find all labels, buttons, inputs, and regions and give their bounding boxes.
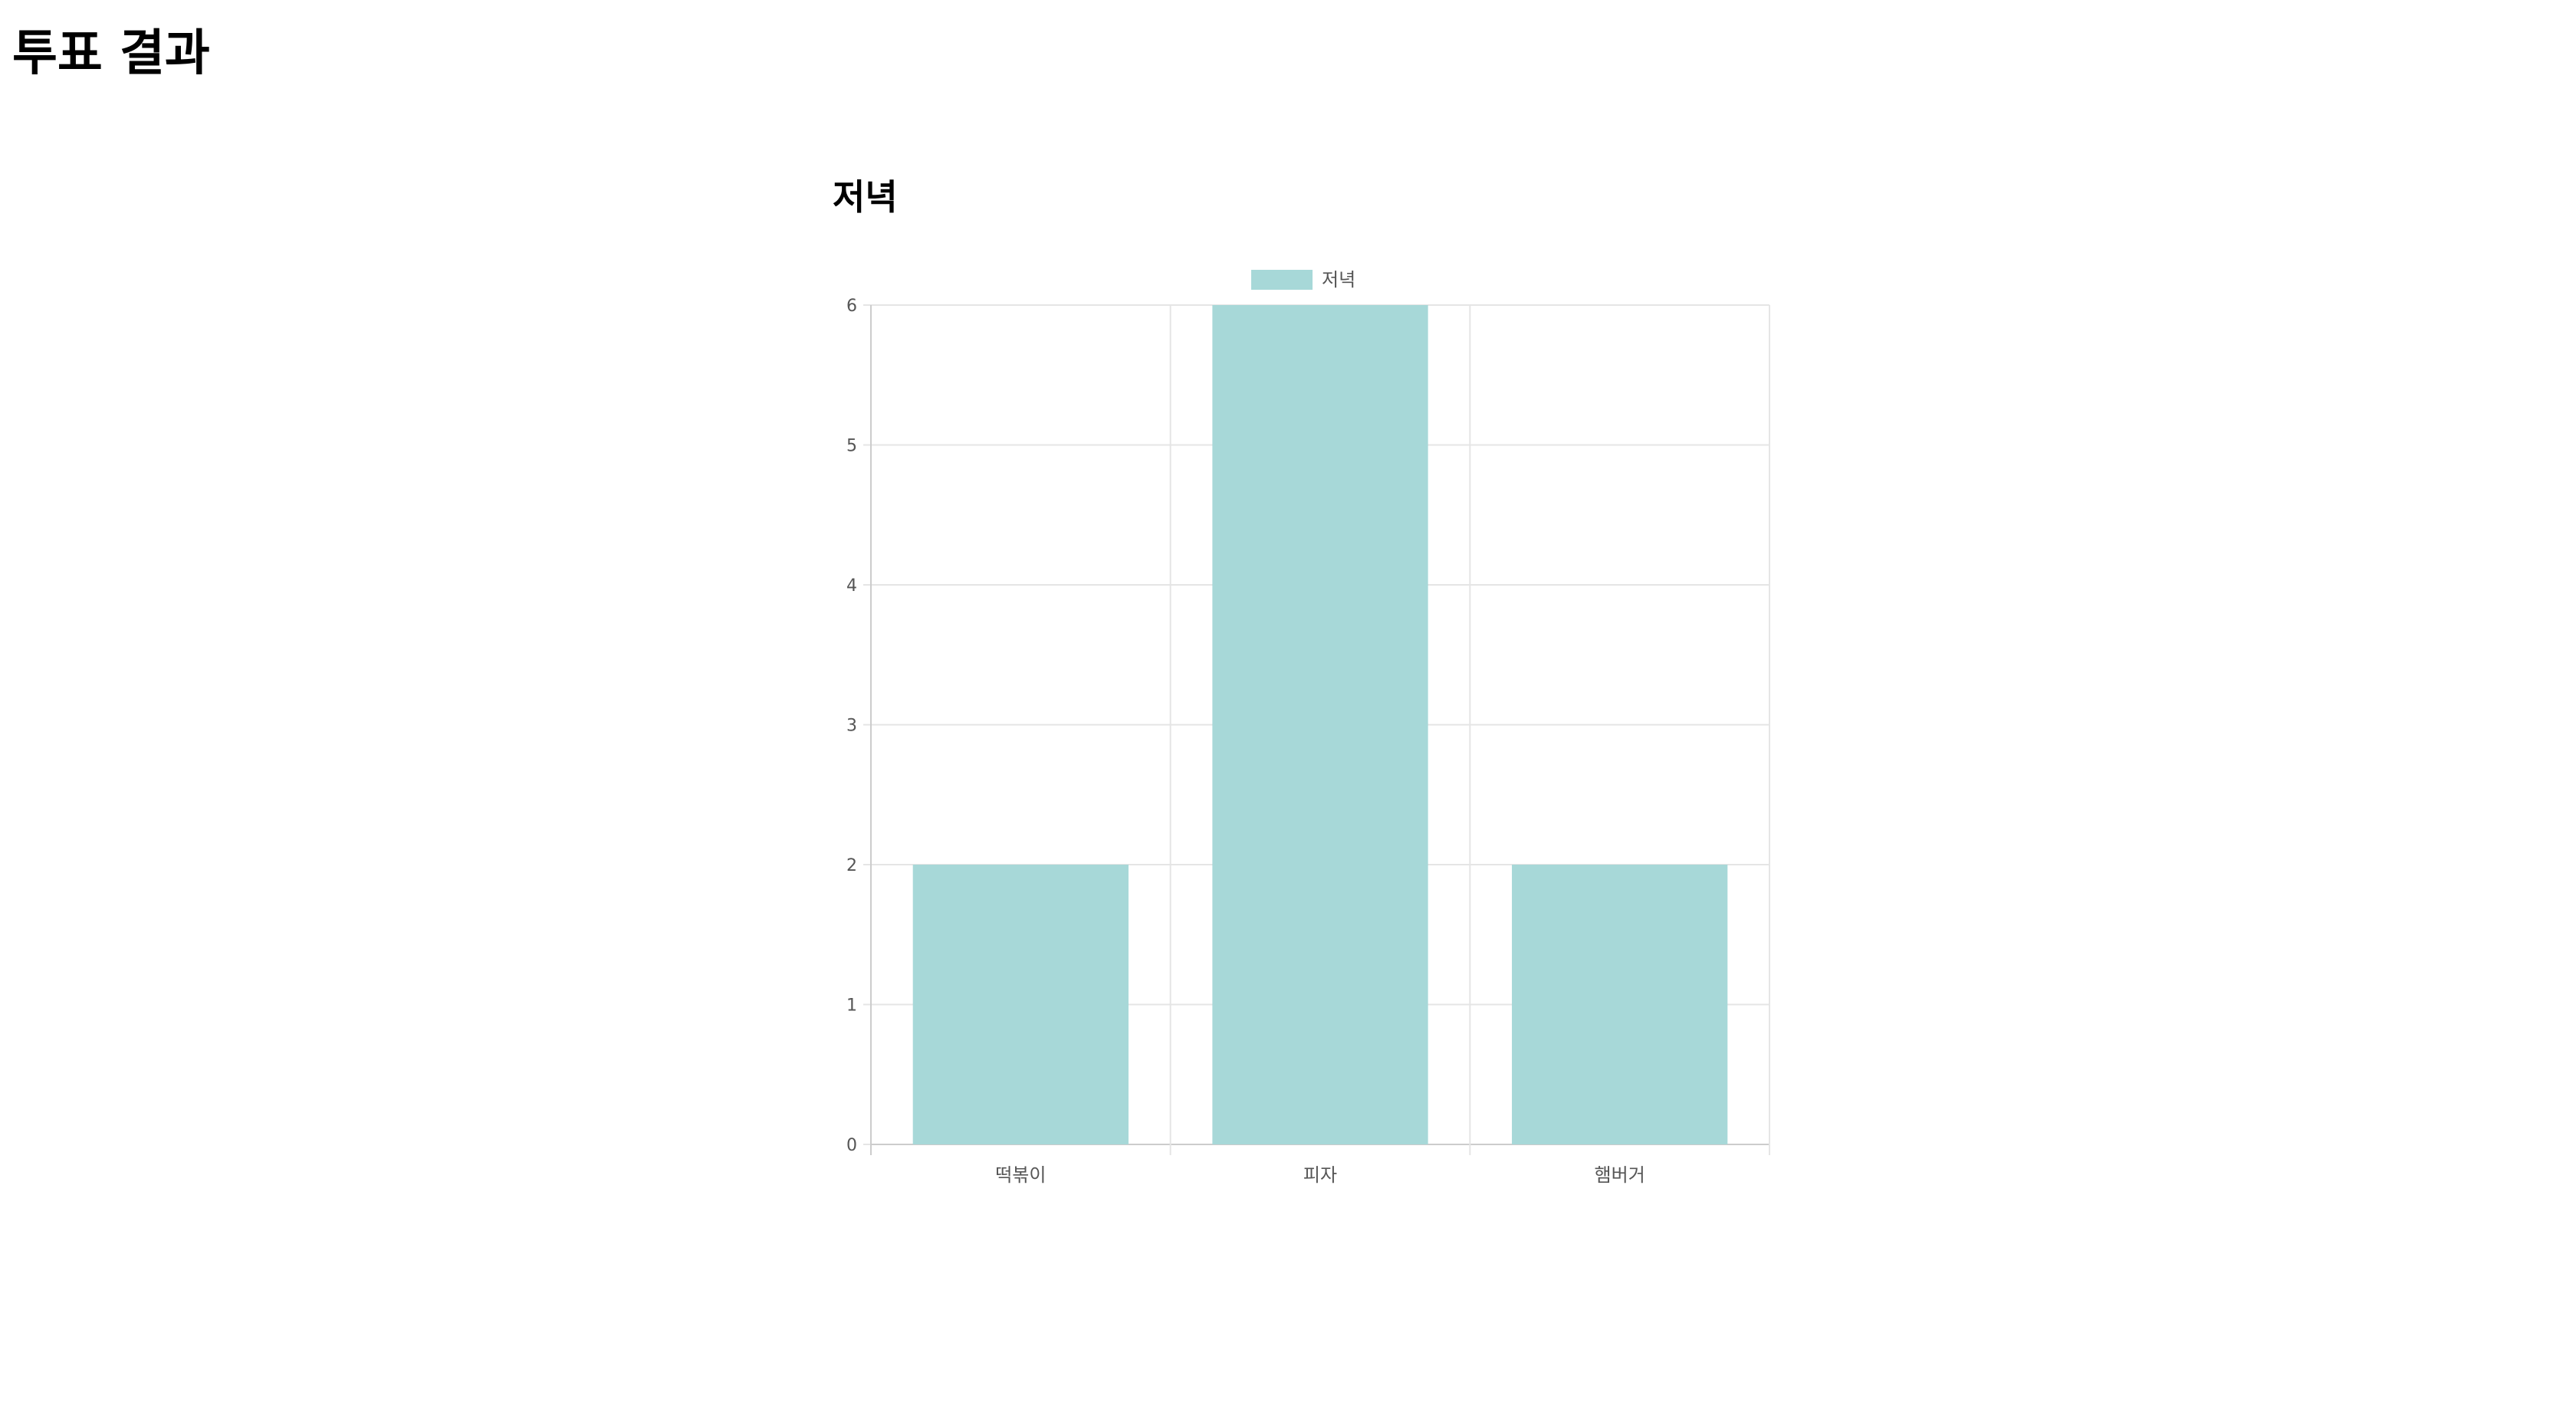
y-tick-label: 3 [846,717,857,736]
y-tick-label: 1 [846,996,857,1016]
bar-2[interactable] [1212,305,1428,1144]
x-tick-label: 피자 [1303,1164,1337,1186]
bar-3[interactable] [1512,865,1728,1144]
page-title: 투표 결과 [12,25,210,82]
y-tick-label: 4 [846,576,857,596]
chart-title: 저녁 [833,176,898,218]
chart-section: 저녁 0 1 2 3 4 5 6 떡볶이 피자 햄버거 저녁 [831,161,1789,1234]
y-tick-label: 6 [846,297,857,316]
x-tick-label: 햄버거 [1595,1164,1645,1186]
legend-label[interactable]: 저녁 [1322,269,1355,291]
bar-layer [912,305,1728,1144]
legend[interactable]: 저녁 [1251,269,1355,291]
legend-swatch[interactable] [1251,270,1313,290]
x-tick-label: 떡볶이 [995,1164,1046,1186]
bar-1[interactable] [912,865,1129,1144]
bar-chart: 0 1 2 3 4 5 6 떡볶이 피자 햄버거 저녁 [846,269,1770,1186]
axis-layer: 0 1 2 3 4 5 6 떡볶이 피자 햄버거 [846,297,1645,1186]
y-tick-label: 5 [846,437,857,456]
y-tick-label: 0 [846,1136,857,1155]
y-tick-label: 2 [846,856,857,875]
